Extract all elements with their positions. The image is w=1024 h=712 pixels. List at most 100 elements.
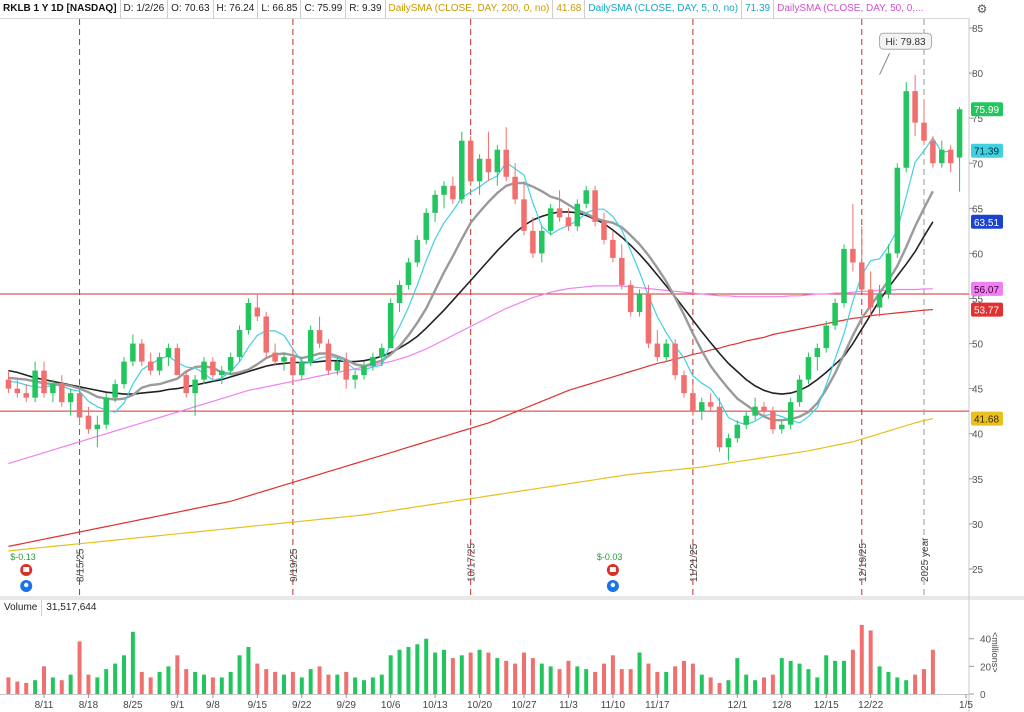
y-tick-label: 70 bbox=[972, 159, 984, 170]
candle-body bbox=[14, 388, 21, 394]
candle-body bbox=[796, 379, 803, 403]
vertical-date-label: 10/17/25 bbox=[467, 543, 478, 582]
candle-body bbox=[316, 330, 323, 344]
x-tick-label: 9/15 bbox=[248, 700, 268, 711]
candle-body bbox=[94, 424, 101, 430]
candle-body bbox=[503, 149, 509, 177]
volume-bar bbox=[282, 674, 286, 694]
candle-body bbox=[850, 248, 856, 263]
volume-bar bbox=[113, 663, 118, 694]
price-tag bbox=[971, 143, 1003, 158]
sma200-label[interactable]: DailySMA (CLOSE, DAY, 200, 0, no) bbox=[386, 0, 554, 18]
candle-body bbox=[432, 194, 438, 213]
candle-body bbox=[441, 185, 447, 195]
volume-bar bbox=[504, 660, 509, 694]
volume-bar bbox=[557, 669, 562, 694]
volume-bar bbox=[210, 677, 215, 694]
y-tick-label: 85 bbox=[972, 24, 984, 35]
candle-body bbox=[494, 149, 501, 173]
close-readout: C: 75.99 bbox=[301, 0, 347, 18]
symbol-label[interactable]: RKLB 1 Y 1D [NASDAQ] bbox=[0, 0, 121, 18]
candle-body bbox=[352, 375, 358, 380]
candle-body bbox=[610, 239, 616, 258]
candle-body bbox=[165, 348, 172, 358]
volume-bar bbox=[24, 682, 29, 694]
sma5-label[interactable]: DailySMA (CLOSE, DAY, 5, 0, no) bbox=[585, 0, 743, 18]
candle-body bbox=[619, 257, 625, 285]
volume-bar bbox=[762, 677, 766, 694]
volume-bar bbox=[442, 649, 446, 694]
candle-body bbox=[50, 384, 56, 394]
candle-body bbox=[894, 167, 901, 254]
volume-bar bbox=[370, 677, 375, 694]
pane-divider bbox=[0, 596, 1024, 600]
volume-bar bbox=[246, 647, 251, 694]
volume-bar bbox=[379, 674, 384, 694]
candle-body bbox=[361, 366, 367, 376]
y-tick-label: 40 bbox=[972, 430, 984, 441]
x-tick-label: 12/15 bbox=[814, 700, 839, 711]
volume-bar bbox=[673, 666, 678, 694]
x-tick-label: 11/17 bbox=[645, 700, 670, 711]
volume-bar bbox=[264, 669, 269, 694]
volume-bar bbox=[824, 655, 829, 694]
earnings-icon-glyph bbox=[23, 567, 30, 572]
candle-body bbox=[272, 352, 278, 362]
y-tick-label: 55 bbox=[972, 294, 984, 305]
y-tick-label: 45 bbox=[972, 385, 984, 396]
volume-bar bbox=[228, 671, 233, 694]
candle-body bbox=[201, 361, 207, 380]
candle-body bbox=[663, 343, 669, 358]
volume-bar bbox=[628, 669, 633, 694]
candle-body bbox=[210, 361, 216, 376]
volume-bar bbox=[726, 680, 731, 694]
vertical-date-label: 9/19/25 bbox=[289, 548, 300, 582]
range-readout: R: 9.39 bbox=[346, 0, 386, 18]
volume-bar bbox=[584, 669, 589, 694]
vertical-date-label: 2025 year bbox=[920, 537, 931, 582]
vertical-date-label: 12/19/25 bbox=[858, 543, 869, 582]
sma50-line bbox=[8, 285, 933, 465]
volume-bar bbox=[68, 674, 73, 694]
candle-body bbox=[59, 384, 65, 403]
high-readout: H: 76.24 bbox=[214, 0, 259, 18]
candle-body bbox=[41, 370, 47, 394]
candle-body bbox=[263, 316, 269, 353]
volume-bar bbox=[690, 663, 695, 694]
volume-bar bbox=[273, 671, 278, 694]
sma50-label[interactable]: DailySMA (CLOSE, DAY, 50, 0,... bbox=[777, 3, 924, 14]
candle-body bbox=[485, 158, 492, 173]
x-tick-label: 1/5 bbox=[959, 700, 973, 711]
candle-body bbox=[556, 208, 563, 218]
candle-body bbox=[281, 357, 287, 362]
volume-bar bbox=[868, 630, 873, 694]
volume-bar bbox=[593, 671, 598, 694]
candle-body bbox=[699, 402, 705, 412]
candle-body bbox=[130, 343, 136, 362]
y-tick-label: 65 bbox=[972, 204, 984, 215]
candle-body bbox=[521, 199, 527, 231]
volume-bar bbox=[175, 655, 180, 694]
candle-body bbox=[121, 361, 127, 385]
x-tick-label: 9/8 bbox=[206, 700, 220, 711]
gear-icon[interactable]: ⚙ bbox=[976, 2, 988, 16]
volume-bar bbox=[717, 682, 722, 694]
volume-bar bbox=[202, 674, 206, 694]
sma200-value: 41.68 bbox=[553, 0, 586, 18]
candle-body bbox=[885, 253, 892, 294]
candle-body bbox=[930, 140, 936, 164]
hi-callout-label: Hi: 79.83 bbox=[886, 37, 926, 48]
candle-body bbox=[5, 379, 12, 389]
candle-body bbox=[174, 348, 181, 376]
volume-bar bbox=[42, 666, 46, 694]
volume-bar bbox=[664, 671, 669, 694]
volume-header: Volume 31,517,644 bbox=[0, 600, 100, 616]
volume-bar bbox=[522, 652, 526, 694]
candle-body bbox=[805, 357, 812, 380]
candle-body bbox=[459, 140, 465, 200]
volume-bar bbox=[255, 663, 260, 694]
volume-bar bbox=[193, 671, 198, 694]
volume-unit-label: <millions> bbox=[990, 632, 1000, 673]
candle-body bbox=[379, 348, 385, 358]
